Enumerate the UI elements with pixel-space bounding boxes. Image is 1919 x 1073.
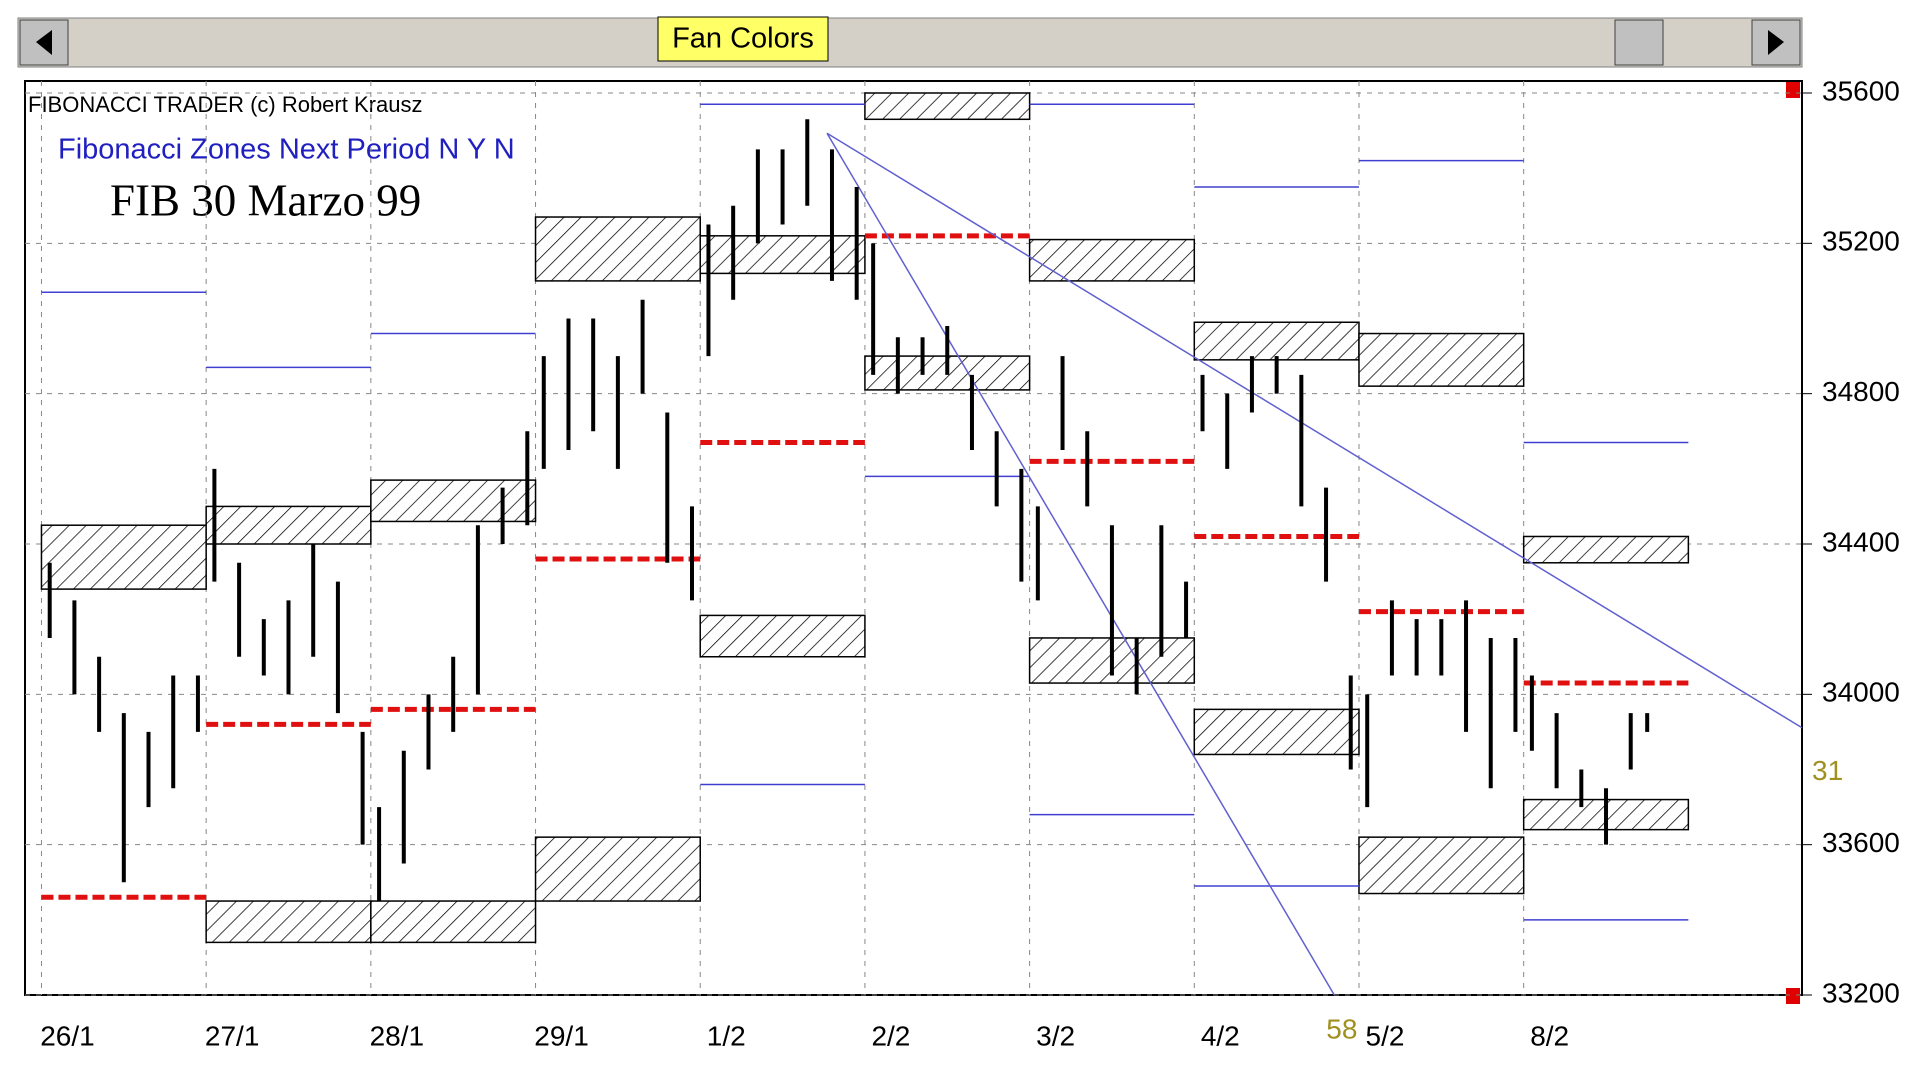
fib-zone [1193, 321, 1360, 361]
y-tick-label: 35600 [1822, 75, 1900, 106]
fib-zone [370, 900, 537, 944]
arrow-left [36, 30, 52, 55]
y-tick-label: 34000 [1822, 677, 1900, 708]
corner-marker [1786, 82, 1800, 98]
fan-label: 31 [1812, 755, 1843, 786]
fib-zone [534, 216, 701, 282]
y-tick-label: 33600 [1822, 827, 1900, 858]
x-tick-label: 4/2 [1201, 1020, 1240, 1051]
x-tick-label: 8/2 [1530, 1020, 1569, 1051]
fan-line [826, 132, 1803, 729]
fib-zone [864, 92, 1031, 121]
arrow-right [1768, 30, 1784, 55]
x-tick-label: 28/1 [370, 1020, 425, 1051]
fib-zone [1358, 332, 1525, 387]
chart-subtitle: Fibonacci Zones Next Period N Y N [58, 134, 515, 166]
x-tick-label: 5/2 [1366, 1020, 1405, 1051]
fib-zone [1358, 836, 1525, 895]
x-tick-label: 29/1 [534, 1020, 589, 1051]
fan-line [826, 132, 1335, 996]
fan-colors-button[interactable] [657, 16, 829, 62]
fib-zone [205, 900, 372, 944]
fib-zone [40, 524, 207, 590]
button-label: Fan Colors [672, 23, 814, 55]
x-tick-label: 27/1 [205, 1020, 260, 1051]
fib-zone [1522, 535, 1690, 564]
scroll-thumb[interactable] [1614, 19, 1664, 66]
fan-label: 58 [1326, 1013, 1357, 1044]
y-tick-label: 33200 [1822, 977, 1900, 1008]
fib-zone [699, 614, 866, 658]
fib-zone [699, 235, 866, 275]
x-tick-label: 2/2 [871, 1020, 910, 1051]
fib-zone [534, 836, 701, 902]
chart-header: FIBONACCI TRADER (c) Robert Krausz [28, 92, 422, 117]
chart-title: FIB 30 Marzo 99 [110, 175, 421, 225]
fib-zone [370, 479, 537, 523]
y-tick-label: 34800 [1822, 376, 1900, 407]
fib-zone [205, 505, 372, 545]
plot-frame [24, 80, 1803, 996]
corner-marker [1786, 988, 1800, 1004]
scrollbar[interactable] [17, 17, 1803, 68]
x-tick-label: 26/1 [40, 1020, 95, 1051]
y-tick-label: 34400 [1822, 526, 1900, 557]
x-tick-label: 3/2 [1036, 1020, 1075, 1051]
fib-zone [1028, 238, 1196, 282]
x-tick-label: 1/2 [707, 1020, 746, 1051]
fib-zone [1193, 708, 1360, 756]
y-tick-label: 35200 [1822, 226, 1900, 257]
